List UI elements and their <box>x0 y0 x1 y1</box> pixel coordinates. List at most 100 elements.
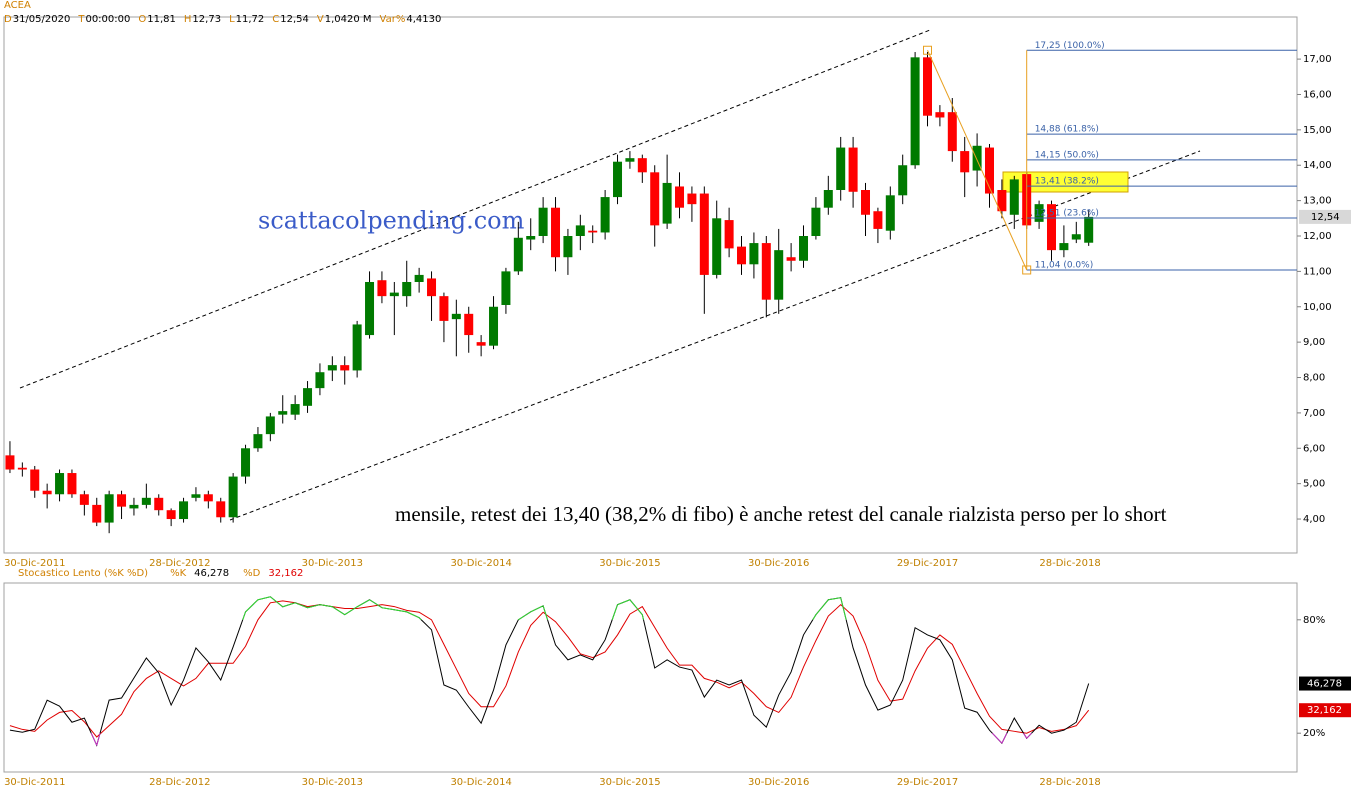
last-value-box <box>1299 703 1351 718</box>
fib-label: 12,51 (23.6%) <box>1035 208 1099 218</box>
candle-body <box>464 313 474 336</box>
candle-body <box>365 281 375 336</box>
candle-body <box>1059 243 1069 251</box>
candle-body <box>836 147 846 191</box>
x-tick-label: 30-Dic-2015 <box>599 558 660 569</box>
candle-body <box>600 197 610 233</box>
overbought-segment <box>344 606 358 616</box>
last-value-label: 32,162 <box>1307 705 1342 716</box>
retest-zone <box>1002 171 1129 193</box>
overbought-segment <box>641 614 644 620</box>
y-tick-label: 13,00 <box>1303 196 1332 207</box>
candle-body <box>340 365 350 371</box>
overbought-segment <box>406 611 420 619</box>
candle-body <box>439 296 449 321</box>
candle-body <box>141 497 151 505</box>
candle-body <box>687 193 697 205</box>
candle-body <box>265 416 275 435</box>
candle-body <box>489 306 499 346</box>
candle-body <box>427 278 437 297</box>
legend-text: 12,54 <box>280 14 309 25</box>
candle-body <box>972 145 982 171</box>
legend-text: 32,162 <box>268 568 304 579</box>
y-tick-label: 20% <box>1303 728 1325 739</box>
candle-body <box>799 235 809 261</box>
candle-body <box>191 494 201 498</box>
last-price-label: 12,54 <box>1311 212 1340 223</box>
price-pane <box>3 16 1298 554</box>
candle-body <box>290 404 300 415</box>
candle-body <box>216 501 226 518</box>
candle-body <box>179 501 189 520</box>
overbought-segment <box>307 604 321 609</box>
candle-body <box>241 448 251 477</box>
legend-text: V <box>316 14 324 25</box>
overbought-segment <box>319 604 333 608</box>
candle-body <box>637 158 647 173</box>
x-tick-label: 28-Dic-2012 <box>149 558 210 569</box>
last-value-box <box>1299 676 1351 691</box>
channel-upper <box>19 29 931 389</box>
overbought-segment <box>294 602 308 609</box>
overbought-segment <box>530 605 544 613</box>
y-tick-label: 8,00 <box>1303 373 1325 384</box>
x-tick-label: 30-Dic-2011 <box>4 777 65 788</box>
legend-text: 4,4130 <box>406 14 442 25</box>
legend-text: 31/05/2020 <box>12 14 71 25</box>
candle-body <box>588 230 598 233</box>
legend-text: 1,0420 M <box>324 14 372 25</box>
candle-body <box>79 494 89 505</box>
overbought-segment <box>815 599 829 616</box>
candle-body <box>377 280 387 297</box>
y-tick-label: 7,00 <box>1303 408 1325 419</box>
overbought-segment <box>369 599 383 609</box>
fib-label: 11,04 (0.0%) <box>1035 260 1094 270</box>
legend-text: Stocastico Lento (%K %D) <box>18 568 149 579</box>
candle-body <box>786 257 796 261</box>
candle-body <box>30 469 40 491</box>
series-line <box>9 600 1090 738</box>
candle-body <box>315 372 325 389</box>
candle-body <box>724 220 734 249</box>
watermark: scattacolpending.com <box>258 207 525 235</box>
oversold-segment <box>90 732 98 746</box>
legend-text: Var% <box>379 14 406 25</box>
candle-body <box>92 504 102 523</box>
overbought-segment <box>828 597 841 601</box>
candle-body <box>513 237 523 272</box>
overbought-segment <box>617 599 631 606</box>
candle-body <box>501 271 511 305</box>
candle-body <box>848 147 858 192</box>
fib-anchor <box>1022 265 1032 275</box>
candle-body <box>42 490 52 495</box>
oversold-segment <box>1001 732 1008 744</box>
candle-body <box>650 172 660 226</box>
overbought-segment <box>418 617 422 621</box>
candle-body <box>17 467 27 470</box>
y-tick-label: 10,00 <box>1303 302 1332 313</box>
candle-body <box>1009 179 1019 215</box>
y-tick-label: 5,00 <box>1303 479 1325 490</box>
y-tick-label: 9,00 <box>1303 337 1325 348</box>
info-bar: D31/05/2020 T00:00:00 O11,81 H12,73 L11,72 C1… <box>4 14 449 25</box>
candle-body <box>563 235 573 258</box>
candle-body <box>947 112 957 152</box>
legend-text: 46,278 <box>194 568 230 579</box>
legend-text: 11,72 <box>235 14 265 25</box>
candle-body <box>1084 216 1094 243</box>
candle-body <box>1034 204 1044 222</box>
candle-body <box>117 494 127 507</box>
candle-body <box>575 225 585 236</box>
x-tick-label: 30-Dic-2016 <box>748 558 809 569</box>
candle-body <box>166 510 176 520</box>
x-tick-label: 30-Dic-2013 <box>302 777 363 788</box>
oversold-segment <box>96 733 101 746</box>
legend-text: D <box>4 14 12 25</box>
candle-body <box>55 473 65 495</box>
y-tick-label: 80% <box>1303 615 1325 626</box>
y-tick-label: 11,00 <box>1303 266 1332 277</box>
candle-body <box>389 292 399 297</box>
symbol: ACEA <box>4 0 31 11</box>
candle-body <box>352 324 362 371</box>
